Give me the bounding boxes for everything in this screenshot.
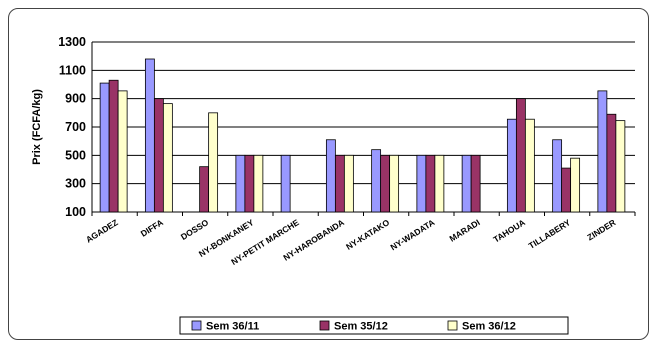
x-tick-label: AGADEZ (84, 217, 120, 244)
bar (244, 154, 255, 213)
bar (117, 90, 128, 213)
x-tick-label: NY-KATAKO (344, 217, 391, 252)
bar (343, 154, 354, 213)
bar (253, 154, 264, 213)
bar (515, 98, 526, 213)
bar (162, 103, 173, 213)
bar (606, 113, 617, 213)
bar (597, 90, 608, 213)
bar (144, 58, 155, 213)
bar (280, 154, 291, 213)
legend-label: Sem 36/11 (206, 321, 259, 333)
y-tick-label: 100 (65, 205, 86, 219)
y-tick-label: 900 (65, 92, 86, 106)
bar (380, 154, 391, 213)
legend-label: Sem 36/12 (462, 321, 516, 333)
x-tick-label: NY-WADATA (389, 217, 437, 252)
legend-label: Sem 35/12 (334, 321, 388, 333)
bar (434, 154, 445, 213)
bar (552, 139, 563, 213)
bar (334, 154, 345, 213)
x-tick-label: MARADI (448, 217, 482, 243)
bar (524, 118, 535, 213)
y-tick-label: 700 (65, 120, 86, 134)
bar (371, 149, 382, 213)
y-tick-label: 1300 (58, 35, 86, 49)
bar (389, 154, 400, 213)
bar (461, 154, 472, 213)
y-axis-label: Prix (FCFA/kg) (31, 89, 43, 165)
y-tick-label: 500 (65, 148, 86, 162)
legend (179, 316, 569, 335)
y-tick-label: 300 (65, 177, 86, 191)
bar (99, 82, 110, 213)
bar (153, 98, 164, 213)
x-tick-label: ZINDER (585, 217, 617, 242)
bar (615, 120, 626, 213)
bar (425, 154, 436, 213)
bar (235, 154, 246, 213)
x-tick-label: TILLABERY (527, 217, 573, 251)
bar (108, 79, 119, 213)
bar (416, 154, 427, 213)
y-tick-label: 1100 (59, 63, 86, 77)
bar (470, 154, 481, 213)
x-tick-label: DIFFA (139, 217, 165, 238)
legend-swatch (447, 320, 458, 331)
bar (570, 157, 581, 213)
bar (325, 139, 336, 213)
bar (208, 112, 219, 213)
bar (561, 167, 572, 213)
x-tick-label: DOSSO (179, 217, 211, 242)
legend-swatch (319, 320, 330, 331)
bar (506, 118, 517, 213)
legend-swatch (191, 320, 202, 331)
x-tick-label: TAHOUA (491, 217, 527, 244)
bar (199, 166, 210, 213)
